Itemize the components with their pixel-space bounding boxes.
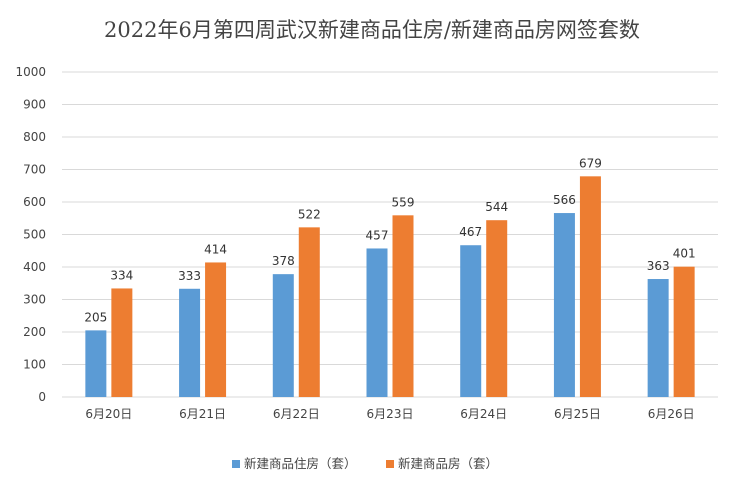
bar xyxy=(486,220,508,397)
bar xyxy=(205,262,227,397)
bar xyxy=(553,213,575,397)
bar xyxy=(272,274,294,397)
data-label: 522 xyxy=(298,207,321,221)
data-label: 205 xyxy=(84,310,107,324)
bar xyxy=(111,288,133,397)
bar xyxy=(460,245,482,397)
data-label: 544 xyxy=(485,200,508,214)
bar xyxy=(647,279,669,397)
legend: 新建商品住房（套） 新建商品房（套） xyxy=(232,456,498,471)
bar xyxy=(366,248,388,397)
bar xyxy=(392,215,414,397)
y-tick-label: 1000 xyxy=(15,65,46,79)
data-label: 457 xyxy=(366,228,389,242)
data-label: 414 xyxy=(204,242,227,256)
legend-label: 新建商品住房（套） xyxy=(244,456,357,471)
bar xyxy=(179,288,201,397)
x-tick-label: 6月24日 xyxy=(460,407,507,421)
y-axis-ticks: 0 100 200 300 400 500 600 700 800 900 1000 xyxy=(15,65,46,404)
y-tick-label: 800 xyxy=(23,130,46,144)
bar xyxy=(85,330,107,397)
y-tick-label: 500 xyxy=(23,228,46,242)
bar xyxy=(673,266,695,397)
data-label: 467 xyxy=(459,225,482,239)
data-label: 559 xyxy=(392,195,415,209)
y-tick-label: 700 xyxy=(23,163,46,177)
x-tick-label: 6月26日 xyxy=(648,407,695,421)
legend-swatch xyxy=(386,460,394,468)
data-label: 378 xyxy=(272,254,295,268)
x-tick-label: 6月21日 xyxy=(179,407,226,421)
x-tick-label: 6月20日 xyxy=(85,407,132,421)
y-tick-label: 900 xyxy=(23,98,46,112)
chart-title: 2022年6月第四周武汉新建商品住房/新建商品房网签套数 xyxy=(104,18,640,42)
data-label: 566 xyxy=(553,193,576,207)
y-tick-label: 300 xyxy=(23,293,46,307)
y-tick-label: 200 xyxy=(23,325,46,339)
y-tick-label: 600 xyxy=(23,195,46,209)
legend-label: 新建商品房（套） xyxy=(398,456,498,471)
bar xyxy=(579,176,601,397)
data-label: 363 xyxy=(647,259,670,273)
x-tick-label: 6月25日 xyxy=(554,407,601,421)
y-tick-label: 100 xyxy=(23,358,46,372)
data-label: 679 xyxy=(579,156,602,170)
data-label: 401 xyxy=(673,247,696,261)
x-axis-ticks: 6月20日 6月21日 6月22日 6月23日 6月24日 6月25日 6月26日 xyxy=(85,407,694,421)
x-tick-label: 6月23日 xyxy=(367,407,414,421)
data-label: 333 xyxy=(178,269,201,283)
y-tick-label: 0 xyxy=(38,390,46,404)
gridlines xyxy=(62,71,718,398)
legend-swatch xyxy=(232,460,240,468)
data-label: 334 xyxy=(110,268,133,282)
y-tick-label: 400 xyxy=(23,260,46,274)
bar xyxy=(298,227,320,397)
x-tick-label: 6月22日 xyxy=(273,407,320,421)
